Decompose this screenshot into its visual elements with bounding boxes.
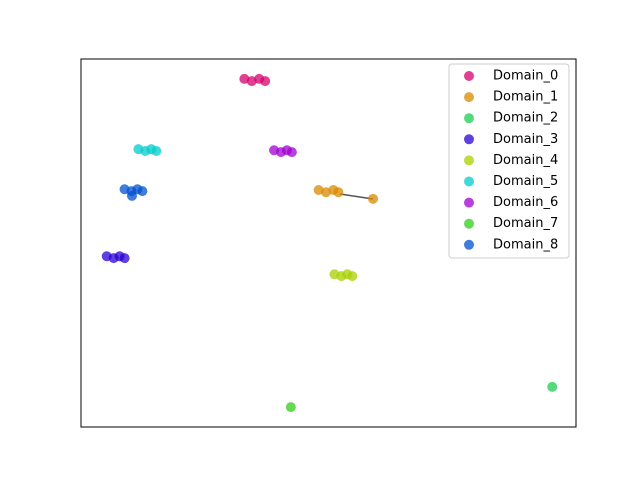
- legend-marker: [464, 239, 474, 250]
- legend-marker: [464, 197, 474, 208]
- legend-marker: [464, 113, 474, 124]
- legend-marker: [464, 92, 474, 103]
- legend-label: Domain_5: [493, 174, 558, 189]
- legend-label: Domain_0: [493, 69, 558, 84]
- legend-label: Domain_6: [493, 195, 558, 210]
- point: [285, 402, 296, 413]
- point: [119, 253, 130, 264]
- connector: [339, 193, 374, 200]
- legend-label: Domain_7: [493, 216, 558, 231]
- legend-marker: [464, 71, 474, 81]
- point: [260, 76, 271, 87]
- legend: [448, 63, 570, 259]
- legend-label: Domain_1: [493, 90, 558, 105]
- legend-label: Domain_3: [493, 132, 558, 147]
- point: [333, 187, 344, 198]
- point: [347, 271, 358, 282]
- legend-label: Domain_2: [493, 111, 558, 126]
- point: [547, 381, 558, 392]
- legend-label: Domain_8: [493, 237, 558, 252]
- legend-marker: [464, 176, 474, 187]
- point: [151, 146, 162, 156]
- plot-frame: [80, 58, 577, 428]
- point: [286, 147, 297, 158]
- point: [137, 186, 148, 197]
- legend-label: Domain_4: [493, 153, 558, 168]
- point: [368, 193, 379, 204]
- legend-marker: [464, 218, 474, 229]
- point: [126, 190, 137, 201]
- legend-marker: [464, 155, 474, 166]
- legend-marker: [464, 134, 474, 145]
